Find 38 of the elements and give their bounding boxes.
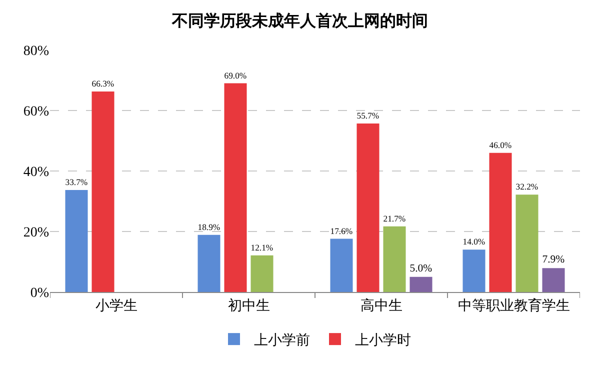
y-tick-label: 40%	[23, 164, 50, 180]
bar	[462, 250, 486, 292]
x-tick-label: 小学生	[95, 298, 138, 314]
chart-title: 不同学历段未成年人首次上网的时间	[171, 10, 428, 30]
data-label: 5.0%	[410, 262, 432, 274]
bar	[542, 268, 565, 292]
data-label: 21.7%	[383, 213, 406, 224]
data-label: 55.7%	[356, 110, 380, 121]
bar	[330, 238, 353, 292]
data-label: 32.2%	[516, 182, 538, 192]
data-label: 17.6%	[330, 226, 353, 236]
y-tick-label: 20%	[23, 225, 50, 240]
data-label: 7.9%	[542, 254, 565, 266]
bar	[516, 194, 538, 292]
data-label: 12.1%	[250, 242, 274, 252]
x-tick-label: 中等职业教育学生	[458, 296, 570, 314]
bar	[489, 152, 512, 292]
bar	[356, 124, 380, 292]
data-label: 33.7%	[65, 177, 88, 188]
bar	[250, 255, 274, 292]
data-label: 66.3%	[92, 78, 114, 88]
y-tick-label: 60%	[23, 104, 50, 120]
data-label: 46.0%	[489, 140, 512, 150]
bar	[383, 226, 406, 292]
data-label: 69.0%	[224, 70, 247, 80]
bar	[198, 234, 220, 292]
data-label: 14.0%	[462, 236, 486, 247]
x-tick-label: 高中生	[360, 298, 402, 314]
y-tick-label: 0%	[30, 286, 50, 301]
bar	[65, 190, 88, 292]
y-tick-label: 80%	[23, 44, 50, 59]
x-tick-label: 初中生	[228, 298, 270, 314]
bar	[224, 83, 247, 292]
data-label: 18.9%	[198, 222, 220, 232]
legend-label: 上小学时	[355, 332, 411, 349]
bar	[92, 91, 114, 292]
bar	[410, 276, 432, 292]
legend-label: 上小学前	[254, 332, 310, 349]
